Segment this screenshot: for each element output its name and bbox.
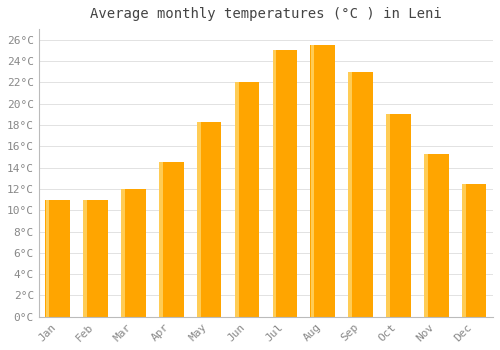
Bar [386, 114, 410, 317]
Bar [159, 162, 163, 317]
Bar [235, 82, 238, 317]
Bar [348, 72, 373, 317]
Bar [462, 184, 486, 317]
Bar [121, 189, 146, 317]
Bar [348, 72, 352, 317]
Bar [234, 82, 260, 317]
Bar [310, 45, 314, 317]
Bar [424, 154, 428, 317]
Bar [272, 50, 276, 317]
Bar [159, 162, 184, 317]
Bar [424, 154, 448, 317]
Bar [84, 199, 87, 317]
Bar [462, 184, 466, 317]
Bar [122, 189, 125, 317]
Bar [46, 199, 70, 317]
Title: Average monthly temperatures (°C ) in Leni: Average monthly temperatures (°C ) in Le… [90, 7, 442, 21]
Bar [272, 50, 297, 317]
Bar [46, 199, 49, 317]
Bar [310, 45, 335, 317]
Bar [84, 199, 108, 317]
Bar [197, 122, 222, 317]
Bar [197, 122, 200, 317]
Bar [386, 114, 390, 317]
